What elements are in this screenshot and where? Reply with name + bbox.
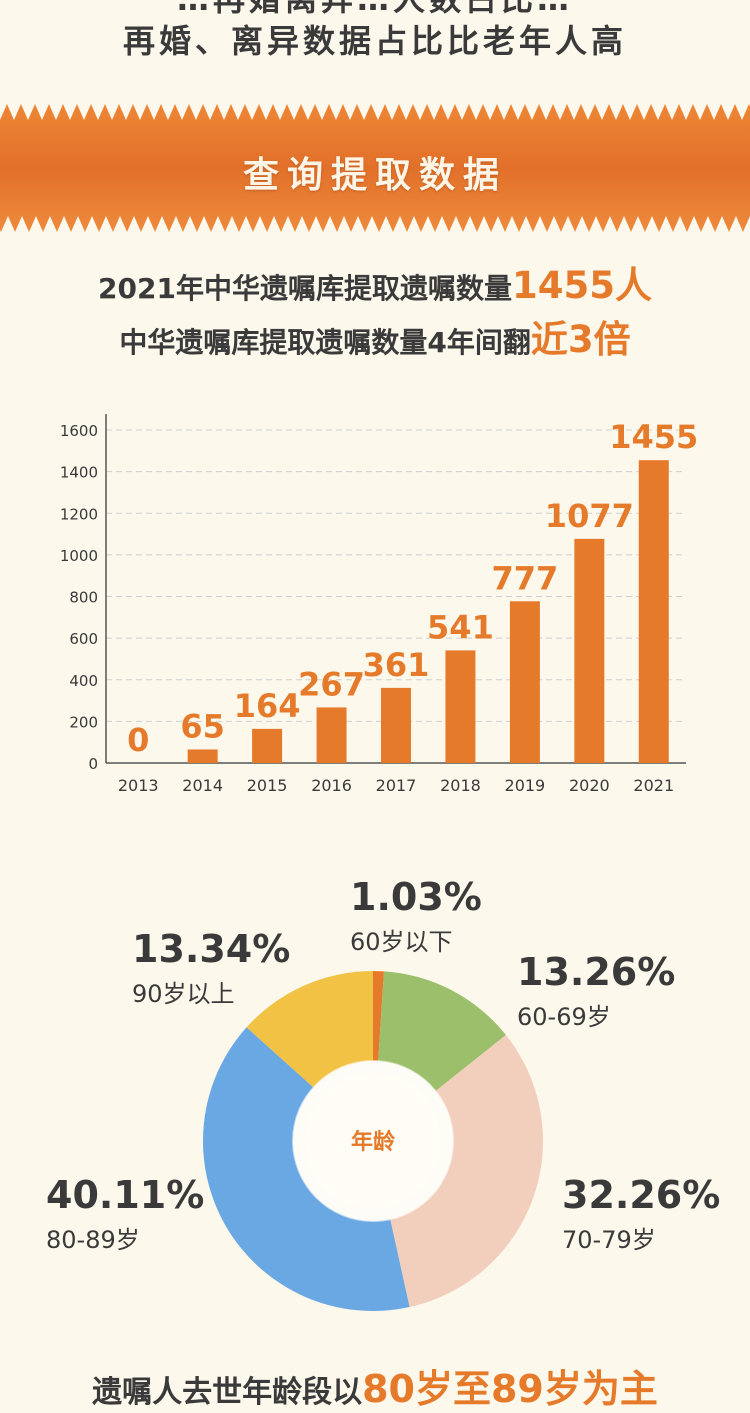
slice-percent-label: 40.11% bbox=[46, 1173, 204, 1217]
donut-slice-4 bbox=[246, 971, 373, 1088]
slice-category-label: 60-69岁 bbox=[517, 1003, 611, 1031]
bar-value-label: 541 bbox=[427, 608, 494, 646]
slice-percent-label: 32.26% bbox=[562, 1173, 720, 1217]
bar-value-label: 777 bbox=[491, 559, 558, 597]
y-tick-label: 800 bbox=[69, 589, 98, 607]
slice-percent-label: 13.26% bbox=[517, 950, 675, 994]
slice-percent-label: 13.34% bbox=[132, 927, 290, 971]
headline-2: 中华遗嘱库提取遗嘱数量4年间翻近3倍 bbox=[0, 309, 750, 363]
slice-category-label: 60岁以下 bbox=[350, 928, 453, 956]
banner-label: 查询提取数据 bbox=[242, 155, 507, 196]
headline-1-text: 2021年中华遗嘱库提取遗嘱数量 bbox=[98, 272, 512, 305]
donut-slice-0 bbox=[373, 971, 384, 1062]
y-tick-label: 1200 bbox=[60, 505, 98, 523]
donut-slice-3 bbox=[202, 1027, 410, 1311]
slice-percent-label: 1.03% bbox=[350, 875, 482, 919]
footer-text: 遗嘱人去世年龄段以 bbox=[92, 1375, 363, 1410]
bar-2018 bbox=[445, 650, 476, 763]
y-tick-label: 1400 bbox=[60, 464, 98, 482]
section-title: 再婚、离异数据占比比老年人高 bbox=[122, 22, 627, 60]
x-tick-label: 2021 bbox=[633, 776, 674, 795]
slice-category-label: 80-89岁 bbox=[46, 1226, 140, 1254]
bar-value-label: 361 bbox=[363, 646, 430, 684]
x-tick-label: 2019 bbox=[505, 776, 546, 795]
donut-slice-2 bbox=[390, 1035, 543, 1308]
x-tick-label: 2018 bbox=[440, 776, 481, 795]
slice-category-label: 90岁以上 bbox=[132, 980, 235, 1008]
top-cut-text: …再婚离异…人数占比… bbox=[0, 0, 750, 20]
x-tick-label: 2013 bbox=[118, 776, 159, 795]
footer-highlight: 80岁至89岁为主 bbox=[362, 1367, 658, 1411]
banner-zigzag-shape bbox=[0, 104, 750, 232]
bar-value-label: 1455 bbox=[609, 418, 698, 456]
section-banner bbox=[0, 104, 750, 232]
bar-value-label: 164 bbox=[234, 687, 301, 725]
headline-1-highlight: 1455人 bbox=[511, 264, 652, 307]
y-tick-label: 200 bbox=[69, 713, 98, 731]
donut-center bbox=[305, 1073, 441, 1209]
headline-2-text: 中华遗嘱库提取遗嘱数量4年间翻 bbox=[119, 326, 531, 359]
bar-value-label: 65 bbox=[180, 707, 225, 745]
x-tick-label: 2015 bbox=[247, 776, 288, 795]
x-tick-label: 2014 bbox=[182, 776, 223, 795]
donut-slice-1 bbox=[378, 971, 506, 1092]
y-tick-label: 1600 bbox=[60, 422, 98, 440]
y-tick-label: 1000 bbox=[60, 547, 98, 565]
donut-chart: 年龄 1.03% 60岁以下 13.26% 60-69岁 32.26% 70-79岁 40.1… bbox=[46, 875, 720, 1311]
footer-conclusion: 遗嘱人去世年龄段以80岁至89岁为主 bbox=[0, 1358, 750, 1413]
bar-value-label: 1077 bbox=[545, 497, 634, 535]
headline-2-highlight: 近3倍 bbox=[530, 318, 631, 361]
x-tick-label: 2017 bbox=[376, 776, 417, 795]
x-tick-label: 2016 bbox=[311, 776, 352, 795]
slice-category-label: 70-79岁 bbox=[562, 1226, 656, 1254]
bar-value-label: 0 bbox=[127, 721, 149, 759]
donut-center-label: 年龄 bbox=[351, 1129, 396, 1155]
headline-1: 2021年中华遗嘱库提取遗嘱数量1455人 bbox=[0, 255, 750, 309]
bar-2014 bbox=[187, 749, 218, 763]
bar-value-label: 267 bbox=[298, 665, 365, 703]
y-tick-label: 400 bbox=[69, 672, 98, 690]
bar-2020 bbox=[574, 538, 605, 763]
bar-2019 bbox=[509, 601, 540, 763]
bar-2015 bbox=[252, 728, 283, 763]
y-tick-label: 0 bbox=[88, 755, 98, 773]
bar-chart: 0 200 400 600 800 1000 1200 1400 1600 0 2013 65 2014… bbox=[60, 414, 698, 795]
x-tick-label: 2020 bbox=[569, 776, 610, 795]
y-tick-label: 600 bbox=[69, 630, 98, 648]
bar-2021 bbox=[638, 460, 669, 763]
bar-2017 bbox=[381, 687, 411, 763]
bar-2016 bbox=[316, 707, 347, 763]
